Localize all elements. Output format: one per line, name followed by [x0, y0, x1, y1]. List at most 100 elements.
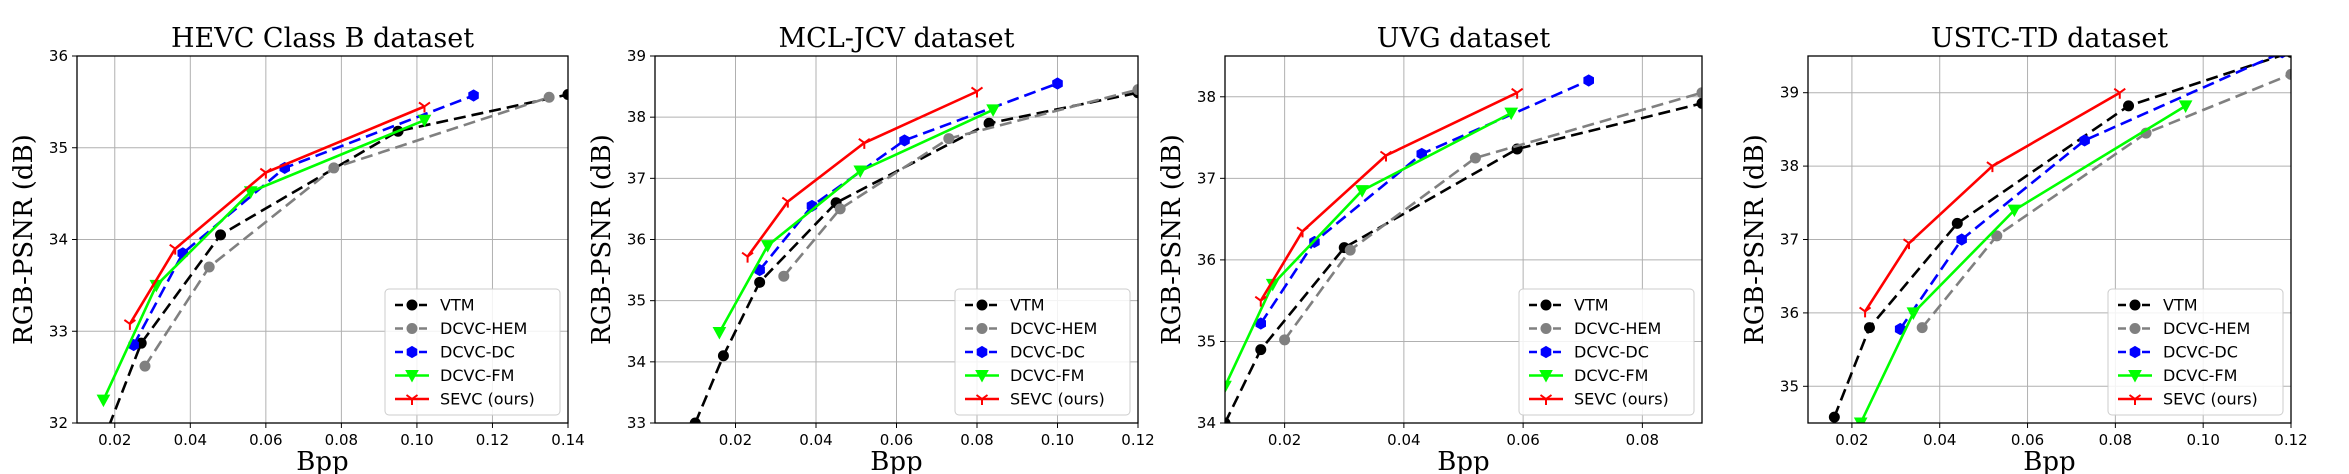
- data-point: [1696, 97, 1702, 109]
- series-line-vtm: [1833, 56, 2284, 418]
- legend-marker: [405, 394, 419, 405]
- chart-panel-4: 0.02 0.04 0.06 0.08 0.10 0.12 35 36 37 38 39 USTC-T…: [1740, 23, 2308, 474]
- y-tick-label: 39: [1780, 84, 1799, 102]
- x-tick-label: 0.02: [719, 431, 752, 449]
- legend-marker: [2129, 299, 2141, 311]
- data-point: [986, 104, 1000, 117]
- data-point: [417, 114, 432, 128]
- data-point: [1355, 185, 1369, 198]
- data-point: [1906, 307, 1921, 320]
- series-group: [1225, 74, 1702, 423]
- y-tick-label: 34: [49, 231, 68, 249]
- legend-marker: [405, 370, 419, 383]
- data-point: [1052, 77, 1063, 90]
- series-line-dcvc-hem: [1283, 91, 1702, 341]
- y-tick-label: 37: [627, 169, 646, 187]
- data-point: [91, 455, 101, 465]
- legend-label: DCVC-HEM: [440, 319, 527, 338]
- data-point: [169, 243, 182, 255]
- legend-label: DCVC-FM: [1574, 366, 1648, 385]
- data-point: [1296, 226, 1309, 238]
- data-point: [418, 101, 431, 113]
- data-point: [2113, 87, 2126, 99]
- legend-marker: [406, 345, 418, 359]
- chart-panel-3: 0.02 0.04 0.06 0.08 34 35 36 37 38 UVG dataset Bpp…: [1157, 23, 1703, 474]
- chart-title: MCL-JCV dataset: [779, 23, 1015, 54]
- series-line-dcvc-dc: [1259, 79, 1590, 325]
- data-point: [712, 326, 727, 340]
- x-tick-label: 0.02: [1268, 431, 1301, 449]
- x-tick-label: 0.06: [1506, 431, 1539, 449]
- x-tick-label: 0.10: [1041, 431, 1074, 449]
- y-tick-label: 35: [627, 292, 646, 310]
- x-tick-label: 0.02: [1835, 431, 1868, 449]
- series-line-dcvc-hem: [782, 88, 1138, 278]
- data-point: [1863, 322, 1875, 334]
- y-tick-label: 36: [1197, 251, 1216, 269]
- data-point: [858, 138, 871, 149]
- x-axis-label: Bpp: [870, 447, 922, 474]
- x-tick-label: 0.06: [880, 431, 913, 449]
- legend-label: SEVC (ours): [1010, 390, 1105, 409]
- x-tick-label: 0.08: [325, 431, 358, 449]
- legend-label: DCVC-HEM: [1574, 319, 1661, 338]
- x-tick-label: 0.12: [1121, 431, 1154, 449]
- data-point: [96, 394, 111, 408]
- chart-panel-1: 0.02 0.04 0.06 0.08 0.10 0.12 0.14 32 33 34 35 36 HE…: [9, 23, 585, 474]
- data-point: [1379, 150, 1393, 162]
- chart-title: USTC-TD dataset: [1931, 23, 2168, 54]
- data-point: [1828, 411, 1840, 423]
- legend-marker: [406, 323, 418, 334]
- legend-label: DCVC-HEM: [2163, 319, 2250, 338]
- data-point: [1255, 344, 1267, 356]
- legend-marker: [1540, 323, 1552, 334]
- data-point: [1986, 161, 1999, 173]
- legend-marker: [975, 394, 989, 405]
- data-point: [2178, 100, 2193, 113]
- legend-marker: [2129, 345, 2141, 359]
- data-point: [1254, 295, 1267, 307]
- series-line-dcvc-fm: [1859, 104, 2187, 423]
- legend: VTM DCVC-HEM DCVC-DC DCVC-FM SEVC (ours): [384, 288, 561, 416]
- y-tick-label: 37: [1197, 169, 1216, 187]
- data-point: [781, 196, 794, 208]
- x-tick-label: 0.10: [2186, 431, 2219, 449]
- data-point: [2079, 134, 2090, 147]
- y-axis-label: RGB-PSNR (dB): [587, 134, 617, 345]
- x-axis-label: Bpp: [296, 447, 348, 474]
- x-tick-label: 0.12: [2274, 431, 2307, 449]
- legend-marker: [1540, 345, 1552, 359]
- series-line-dcvc-fm: [718, 108, 994, 334]
- legend-marker: [1539, 394, 1553, 405]
- series-line-dcvc-dc: [758, 82, 1058, 271]
- data-point: [1279, 334, 1291, 346]
- y-axis-label: RGB-PSNR (dB): [1157, 134, 1187, 345]
- series-group: [91, 89, 568, 465]
- x-tick-label: 0.10: [400, 431, 433, 449]
- data-point: [543, 91, 555, 103]
- data-point: [1916, 322, 1928, 334]
- series-line-dcvc-dc: [132, 94, 475, 346]
- legend-marker: [1539, 370, 1553, 383]
- y-tick-label: 38: [1197, 88, 1216, 106]
- legend-box: [1518, 288, 1695, 416]
- data-point: [1991, 230, 2003, 242]
- legend-label: VTM: [440, 296, 475, 315]
- series-line-dcvc-fm: [1225, 111, 1512, 387]
- data-point: [943, 133, 955, 145]
- legend-label: SEVC (ours): [1574, 390, 1669, 409]
- legend-label: DCVC-FM: [440, 366, 514, 385]
- data-point: [123, 319, 136, 330]
- data-point: [1511, 87, 1524, 99]
- data-point: [899, 134, 910, 147]
- data-point: [2285, 68, 2291, 80]
- y-tick-label: 34: [627, 353, 646, 371]
- data-point: [1132, 84, 1138, 96]
- series-line-sevc-ours-: [1259, 91, 1518, 302]
- axes-frame: [1224, 55, 1703, 424]
- legend-label: DCVC-DC: [1574, 343, 1649, 362]
- data-point: [1344, 244, 1356, 256]
- y-tick-label: 36: [1780, 304, 1799, 322]
- y-tick-label: 36: [627, 231, 646, 249]
- y-tick-label: 32: [49, 414, 68, 432]
